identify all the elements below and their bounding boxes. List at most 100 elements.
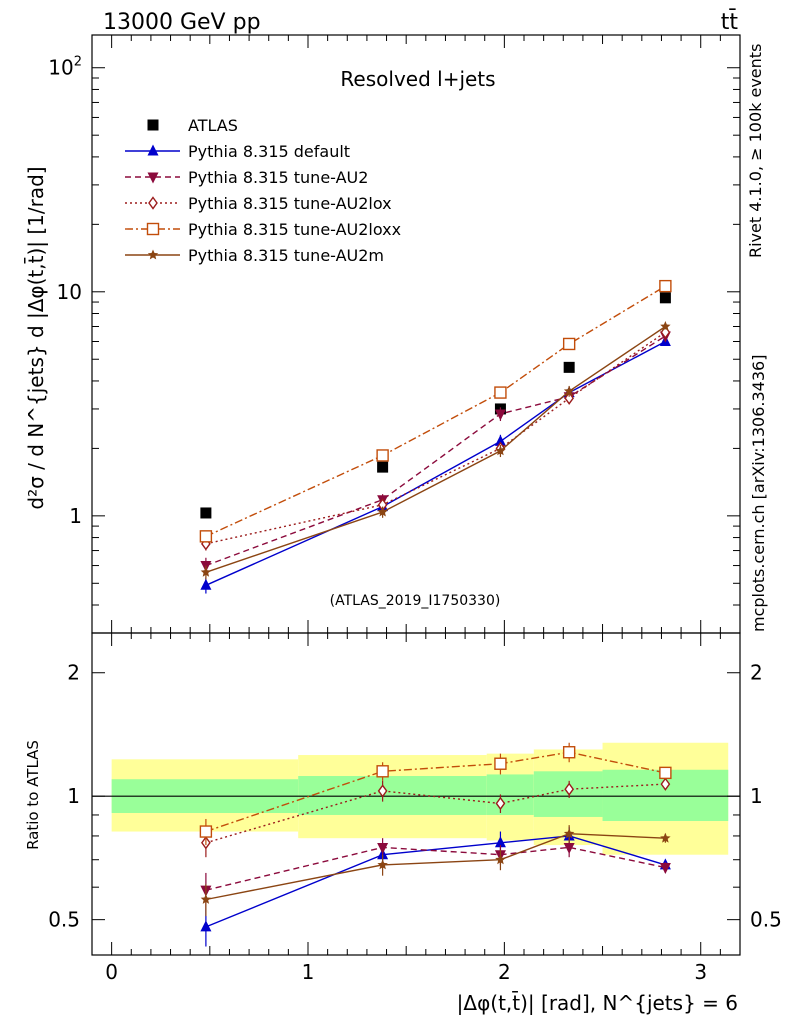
main-title: Resolved l+jets <box>340 67 495 91</box>
ratio-point-au2loxx <box>659 766 672 780</box>
legend-item-default: Pythia 8.315 default <box>125 142 350 161</box>
ratio-point-au2loxx <box>376 765 389 778</box>
point-default <box>200 578 212 590</box>
ratio-point-au2 <box>659 863 671 875</box>
point-atlas <box>659 292 671 304</box>
ratio-point-default <box>200 920 212 932</box>
main-axis-ticks: 1 10 102 <box>48 35 741 634</box>
legend-marker-atlas <box>147 119 159 131</box>
legend-marker-au2m <box>147 249 159 260</box>
series-default <box>200 334 671 594</box>
point-au2m <box>660 321 671 331</box>
legend: ATLAS Pythia 8.315 default Pythia 8.315 tu… <box>125 116 401 265</box>
point-au2m <box>563 385 575 396</box>
point-au2loxx <box>199 530 213 543</box>
x-axis-label: |Δφ(t,t̄)| [rad], N^{jets} = 6 <box>457 990 738 1015</box>
ratio-y-tick-label-left: 0.5 <box>48 908 80 932</box>
legend-item-atlas: ATLAS <box>147 116 238 135</box>
ratio-point-au2loxx <box>199 825 213 838</box>
legend-label-au2: Pythia 8.315 tune-AU2 <box>188 168 368 187</box>
main-panel: Resolved l+jets (ATLAS_2019_I1750330) d²… <box>23 34 741 634</box>
legend-label-atlas: ATLAS <box>188 116 238 135</box>
legend-item-au2m: Pythia 8.315 tune-AU2m <box>125 246 384 265</box>
point-au2loxx <box>659 279 672 293</box>
main-y-axis-label: d²σ / d N^{jets} d |Δφ(t,t̄)| [1/rad] <box>23 166 48 509</box>
point-au2 <box>494 409 506 421</box>
ratio-point-default <box>494 836 506 848</box>
legend-marker-au2lox <box>148 196 158 210</box>
ratio-bands <box>111 742 729 855</box>
main-series-group <box>199 279 672 594</box>
main-y-tick-label: 1 <box>69 504 82 528</box>
watermark: (ATLAS_2019_I1750330) <box>330 593 501 609</box>
ratio-point-au2lox <box>377 784 388 798</box>
series-line-au2m <box>205 325 666 573</box>
ratio-series-au2loxx <box>199 742 672 846</box>
ratio-axis-ticks: 0.5 0.5 1 1 2 2 0 1 2 3 <box>48 633 782 984</box>
mcplots-label: mcplots.cern.ch [arXiv:1306.3436] <box>749 355 768 632</box>
point-au2loxx <box>562 337 576 351</box>
point-au2loxx <box>376 449 389 462</box>
x-tick-label: 3 <box>694 960 707 984</box>
ratio-point-au2m <box>495 854 506 865</box>
ratio-point-au2 <box>563 842 575 854</box>
series-line-au2loxx <box>205 285 666 538</box>
ratio-y-tick-label-right: 0.5 <box>750 908 782 932</box>
legend-label-default: Pythia 8.315 default <box>188 142 350 161</box>
main-y-tick-label: 10 <box>57 280 82 304</box>
legend-label-au2loxx: Pythia 8.315 tune-AU2loxx <box>188 220 401 239</box>
ratio-series-group <box>199 742 672 947</box>
ratio-y-tick-label-right: 1 <box>750 784 763 808</box>
ratio-y-axis-label: Ratio to ATLAS <box>24 740 42 850</box>
point-atlas <box>200 507 212 519</box>
legend-item-au2loxx: Pythia 8.315 tune-AU2loxx <box>125 220 401 239</box>
ratio-y-tick-label-left: 1 <box>67 784 80 808</box>
series-au2loxx <box>199 279 672 543</box>
ratio-point-au2lox <box>660 777 671 791</box>
ratio-frame <box>91 632 741 956</box>
energy-label: 13000 GeV pp <box>103 10 261 35</box>
ratio-y-tick-label-right: 2 <box>750 661 763 685</box>
point-au2m <box>495 445 506 456</box>
ratio-point-au2lox <box>564 782 575 796</box>
legend-marker-default <box>147 144 159 156</box>
ratio-point-au2lox <box>495 796 506 811</box>
ratio-series-au2m <box>200 825 671 917</box>
legend-item-au2lox: Pythia 8.315 tune-AU2lox <box>125 194 392 213</box>
point-atlas <box>377 461 389 473</box>
point-au2loxx <box>494 386 507 399</box>
ratio-point-au2 <box>377 842 389 854</box>
series-au2 <box>200 331 671 575</box>
legend-item-au2: Pythia 8.315 tune-AU2 <box>125 168 368 187</box>
series-line-au2 <box>205 335 666 567</box>
ratio-point-au2loxx <box>562 746 576 759</box>
x-tick-label: 1 <box>302 960 315 984</box>
legend-marker-au2 <box>147 172 159 184</box>
point-au2m <box>200 566 212 577</box>
rivet-label: Rivet 4.1.0, ≥ 100k events <box>746 44 765 258</box>
point-default <box>494 434 506 446</box>
uncertainty-band-inner <box>486 774 534 815</box>
ratio-line-au2 <box>205 846 666 891</box>
legend-marker-au2loxx <box>146 222 160 236</box>
x-tick-label: 2 <box>498 960 511 984</box>
ratio-point-au2m <box>200 894 212 904</box>
main-y-tick-exponent: 2 <box>74 55 82 70</box>
x-tick-label: 0 <box>105 960 118 984</box>
ratio-point-au2loxx <box>494 757 507 770</box>
ratio-point-au2m <box>563 828 575 839</box>
legend-label-au2m: Pythia 8.315 tune-AU2m <box>188 246 384 265</box>
ratio-point-au2m <box>377 859 388 870</box>
point-au2m <box>377 506 388 517</box>
series-au2m <box>200 321 671 580</box>
series-au2lox <box>201 325 671 551</box>
ratio-line-default <box>205 835 666 928</box>
point-au2lox <box>564 391 575 405</box>
ratio-point-au2m <box>660 832 671 843</box>
process-label: tt̄ <box>721 9 739 35</box>
main-y-tick-label: 102 <box>48 55 82 80</box>
point-atlas <box>563 361 575 373</box>
uncertainty-band-inner <box>298 776 487 815</box>
series-line-au2lox <box>205 331 666 545</box>
